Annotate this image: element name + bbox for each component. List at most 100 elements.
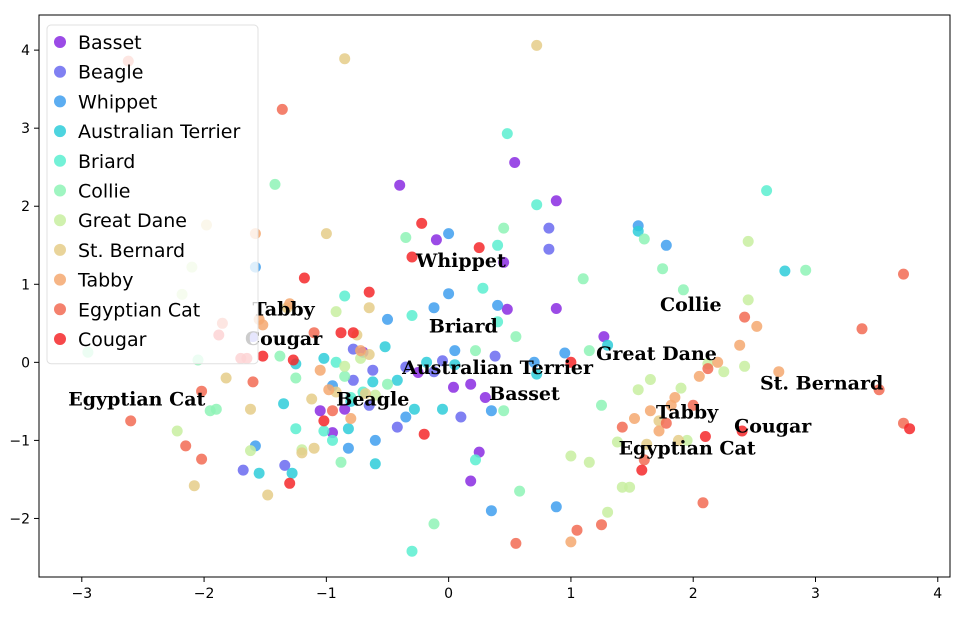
data-point [171, 425, 183, 437]
data-point [543, 222, 555, 234]
data-point [492, 299, 504, 311]
data-point [712, 356, 724, 368]
legend-marker [54, 333, 66, 345]
data-point [245, 445, 256, 457]
data-point [449, 359, 461, 371]
data-point [220, 372, 232, 384]
legend-marker [54, 125, 66, 138]
data-point [779, 265, 791, 277]
data-point [800, 264, 812, 276]
y-tick-label: −2 [9, 511, 30, 527]
data-point [367, 376, 379, 388]
data-point [400, 411, 412, 423]
data-point [430, 234, 442, 246]
legend-label: Tabby [77, 270, 133, 292]
data-point [418, 428, 430, 440]
data-point [391, 374, 403, 386]
data-point [693, 370, 705, 382]
data-point [363, 349, 375, 360]
data-point [237, 464, 249, 476]
data-point [624, 481, 636, 493]
x-tick-label: 1 [566, 586, 575, 602]
data-point [330, 356, 342, 368]
data-point [269, 178, 281, 190]
data-point [345, 413, 357, 424]
data-point [284, 477, 296, 489]
x-tick-label: −3 [71, 586, 92, 602]
annotation-label: Basset [489, 383, 560, 405]
annotation-label: Whippet [415, 250, 506, 272]
data-point [697, 497, 709, 509]
data-point [470, 345, 481, 357]
data-point [406, 251, 418, 263]
annotation-label: Briard [429, 316, 498, 338]
data-point [665, 399, 677, 411]
data-point [498, 405, 510, 417]
series-tabby [249, 228, 785, 548]
data-point [347, 374, 359, 386]
data-point [318, 425, 330, 437]
data-point [367, 364, 379, 376]
data-point [739, 311, 751, 323]
data-point [314, 405, 326, 417]
legend-marker [54, 214, 66, 227]
data-point [296, 447, 308, 459]
plot-frame [38, 14, 951, 578]
data-point [408, 403, 420, 415]
legend-marker [54, 184, 66, 197]
legend-label: Briard [78, 151, 135, 173]
y-tick-label: −1 [9, 433, 30, 449]
legend-box [46, 24, 259, 365]
data-point [510, 331, 522, 343]
data-point [274, 350, 286, 362]
data-point [314, 364, 326, 376]
data-point [660, 417, 672, 429]
data-point [428, 366, 440, 378]
legend-label: Beagle [78, 62, 143, 84]
x-tick-label: 0 [444, 586, 453, 602]
data-point [339, 290, 351, 302]
data-point [363, 302, 375, 314]
y-tick-label: 0 [21, 355, 30, 371]
series-collie [82, 178, 812, 530]
data-point [382, 313, 393, 325]
y-tick-label: 3 [21, 121, 30, 137]
data-point [262, 489, 274, 501]
data-point [210, 403, 222, 415]
data-point [596, 399, 607, 411]
data-point [465, 475, 477, 487]
data-point [279, 459, 291, 471]
data-point [660, 239, 672, 251]
data-point [196, 385, 208, 397]
data-point [342, 442, 354, 454]
data-point [565, 356, 577, 368]
annotation-label: Cougar [734, 416, 812, 438]
data-point [644, 374, 656, 385]
data-point [188, 480, 200, 492]
annotations-layer: Whippet Tabby Cougar Briard Collie Great Dane… [68, 250, 883, 459]
data-point [470, 454, 481, 466]
data-point [531, 368, 543, 380]
data-point [616, 421, 628, 433]
data-point [465, 378, 477, 390]
data-point [611, 436, 623, 448]
data-point [339, 53, 351, 65]
data-point [550, 195, 562, 207]
data-point [550, 303, 562, 314]
data-point [437, 355, 448, 367]
data-point [196, 453, 208, 465]
data-point [509, 157, 521, 168]
data-point [320, 228, 332, 240]
data-point [449, 345, 461, 357]
data-point [287, 354, 299, 366]
data-point [327, 427, 338, 439]
annotation-label: Tabby [252, 299, 315, 321]
series-great-dane [171, 235, 754, 518]
y-tick-label: 4 [21, 43, 30, 59]
data-point [339, 370, 351, 382]
data-point [284, 298, 296, 310]
legend-marker [54, 65, 66, 78]
legend-label: Whippet [78, 91, 157, 113]
data-point [391, 421, 403, 433]
data-point [736, 425, 748, 437]
